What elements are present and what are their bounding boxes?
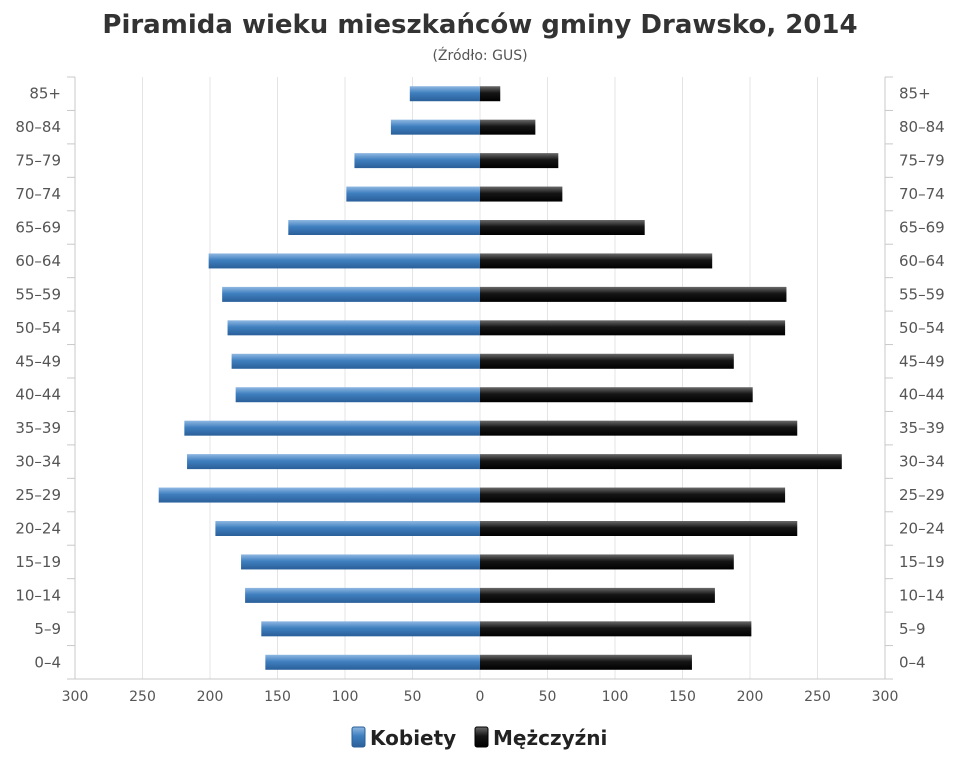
legend-label: Mężczyźni [493, 726, 607, 750]
category-label-left: 0–4 [34, 653, 61, 671]
x-tick-label: 50 [539, 689, 557, 705]
bar-mezczyzni [480, 487, 786, 503]
category-label-right: 25–29 [899, 486, 945, 504]
category-label-right: 80–84 [899, 118, 945, 136]
bar-mezczyzni [480, 86, 501, 102]
category-label-right: 45–49 [899, 352, 945, 370]
category-label-right: 85+ [899, 85, 931, 103]
category-label-left: 10–14 [15, 586, 61, 604]
category-label-left: 5–9 [34, 620, 61, 638]
x-tick-label: 50 [404, 689, 422, 705]
bar-mezczyzni [480, 253, 713, 269]
category-label-right: 60–64 [899, 252, 945, 270]
category-label-left: 50–54 [15, 319, 61, 337]
x-tick-label: 200 [737, 689, 764, 705]
category-label-left: 25–29 [15, 486, 61, 504]
category-label-right: 35–39 [899, 419, 945, 437]
category-label-right: 20–24 [899, 520, 945, 538]
bar-kobiety [241, 554, 480, 570]
bar-kobiety [184, 420, 480, 436]
category-label-right: 55–59 [899, 285, 945, 303]
legend-item[interactable]: Mężczyźni [474, 726, 607, 750]
category-label-left: 70–74 [15, 185, 61, 203]
bar-mezczyzni [480, 654, 692, 670]
bar-mezczyzni [480, 587, 715, 603]
x-tick-label: 100 [602, 689, 629, 705]
bar-mezczyzni [480, 353, 734, 369]
category-label-left: 45–49 [15, 352, 61, 370]
category-label-left: 75–79 [15, 152, 61, 170]
x-tick-label: 300 [872, 689, 899, 705]
category-label-left: 55–59 [15, 285, 61, 303]
bar-mezczyzni [480, 454, 842, 470]
category-label-left: 65–69 [15, 219, 61, 237]
bar-kobiety [261, 621, 480, 637]
category-label-right: 65–69 [899, 219, 945, 237]
chart-title: Piramida wieku mieszkańców gminy Drawsko… [102, 10, 857, 40]
bar-mezczyzni [480, 286, 787, 302]
legend-item[interactable]: Kobiety [351, 726, 456, 750]
category-label-right: 0–4 [899, 653, 926, 671]
x-tick-label: 250 [129, 689, 156, 705]
bar-kobiety [215, 521, 480, 536]
bar-mezczyzni [480, 521, 798, 536]
legend-swatch [351, 726, 366, 748]
category-label-left: 20–24 [15, 520, 61, 538]
bar-kobiety [409, 86, 480, 102]
bar-kobiety [187, 454, 481, 470]
category-label-left: 40–44 [15, 386, 61, 404]
bar-kobiety [158, 487, 480, 503]
bar-mezczyzni [480, 153, 559, 169]
legend: Kobiety Mężczyźni [351, 726, 607, 750]
x-tick-label: 0 [476, 689, 485, 705]
category-label-right: 5–9 [899, 620, 926, 638]
category-label-right: 10–14 [899, 586, 945, 604]
axes: 300 250 200 150 100 50 0 50 100 150 200 250 300 85+ 85… [15, 76, 945, 705]
bar-kobiety [208, 253, 480, 269]
category-label-left: 15–19 [15, 553, 61, 571]
bar-kobiety [288, 220, 480, 235]
bars [158, 86, 842, 670]
category-label-right: 15–19 [899, 553, 945, 571]
category-label-left: 85+ [29, 85, 61, 103]
category-label-right: 40–44 [899, 386, 945, 404]
x-tick-label: 200 [197, 689, 224, 705]
bar-mezczyzni [480, 119, 536, 135]
bar-kobiety [235, 387, 480, 403]
category-label-left: 35–39 [15, 419, 61, 437]
category-label-left: 30–34 [15, 453, 61, 471]
bar-kobiety [390, 119, 480, 135]
category-label-right: 70–74 [899, 185, 945, 203]
x-tick-label: 150 [669, 689, 696, 705]
bar-kobiety [346, 186, 480, 202]
legend-label: Kobiety [370, 726, 456, 750]
bar-kobiety [222, 286, 480, 302]
category-label-left: 80–84 [15, 118, 61, 136]
bar-mezczyzni [480, 420, 798, 436]
bar-kobiety [231, 353, 480, 369]
bar-kobiety [227, 320, 480, 336]
x-tick-label: 100 [332, 689, 359, 705]
bar-mezczyzni [480, 621, 752, 637]
bar-mezczyzni [480, 220, 645, 235]
x-tick-label: 300 [62, 689, 89, 705]
bar-kobiety [354, 153, 480, 169]
bar-mezczyzni [480, 387, 753, 403]
chart-subtitle: (Źródło: GUS) [432, 46, 527, 64]
x-tick-label: 150 [264, 689, 291, 705]
category-label-right: 75–79 [899, 152, 945, 170]
bar-mezczyzni [480, 186, 563, 202]
bar-mezczyzni [480, 554, 734, 570]
legend-swatch [474, 726, 489, 748]
bar-kobiety [265, 654, 480, 670]
bar-kobiety [245, 587, 480, 603]
x-tick-label: 250 [804, 689, 831, 705]
bar-mezczyzni [480, 320, 786, 336]
category-label-right: 30–34 [899, 453, 945, 471]
category-label-right: 50–54 [899, 319, 945, 337]
category-label-left: 60–64 [15, 252, 61, 270]
